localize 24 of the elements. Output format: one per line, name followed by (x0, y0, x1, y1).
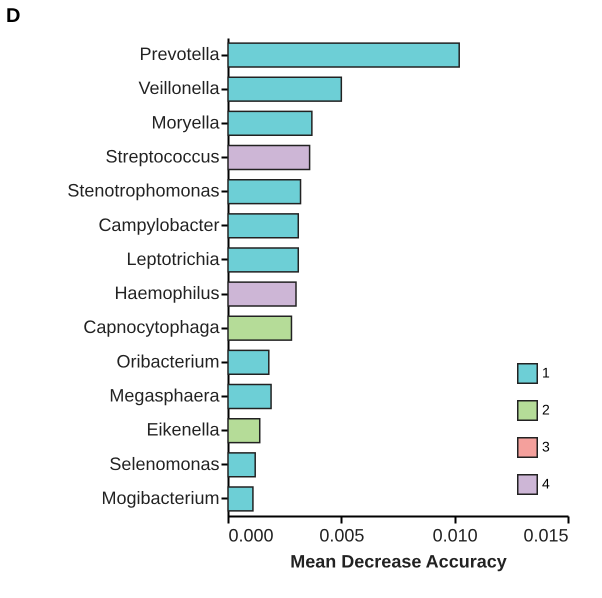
y-tick-label: Mogibacterium (101, 488, 220, 508)
y-tick-label: Selenomonas (109, 454, 220, 474)
y-tick-label: Leptotrichia (126, 248, 220, 269)
x-tick-label: 0.000 (228, 526, 274, 546)
legend-label: 2 (542, 402, 550, 418)
x-tick-label: 0.015 (523, 526, 568, 546)
y-tick-label: Haemophilus (114, 283, 220, 304)
y-tick-label: Campylobacter (98, 214, 220, 235)
y-tick-label: Stenotrophomonas (67, 180, 220, 201)
y-tick-label: Streptococcus (105, 146, 220, 166)
y-tick-label: Moryella (151, 112, 220, 132)
y-tick-label: Prevotella (139, 44, 220, 64)
text: D (6, 5, 20, 27)
legend-label: 1 (542, 364, 550, 380)
x-tick-label: 0.010 (432, 526, 478, 546)
x-tick-label: 0.005 (319, 526, 364, 546)
y-tick-label: Capnocytophaga (83, 317, 220, 338)
y-tick-label: Megasphaera (109, 386, 220, 406)
legend-label: 4 (542, 476, 550, 492)
legend-label: 3 (542, 438, 550, 454)
y-tick-label: Oribacterium (116, 351, 220, 372)
x-axis-title: Mean Decrease Accuracy (290, 552, 507, 572)
y-tick-label: Eikenella (146, 420, 220, 440)
y-tick-label: Veillonella (138, 78, 220, 98)
